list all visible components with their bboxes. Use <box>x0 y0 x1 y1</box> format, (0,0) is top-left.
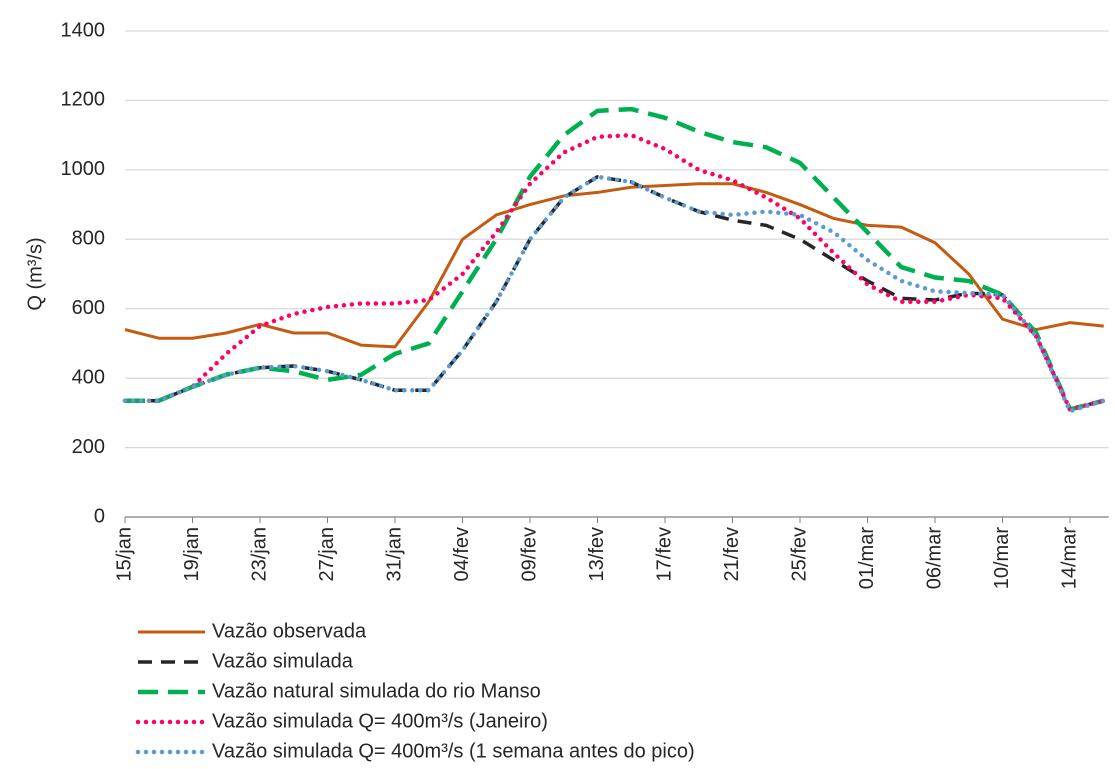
x-tick-label: 31/jan <box>383 527 405 582</box>
x-tick-label: 14/mar <box>1058 527 1080 590</box>
legend-label: Vazão observada <box>212 620 367 642</box>
x-tick-label: 15/jan <box>113 527 135 582</box>
x-tick-label: 10/mar <box>991 527 1013 590</box>
legend-label: Vazão natural simulada do rio Manso <box>212 680 541 702</box>
y-tick-label: 1000 <box>61 158 106 180</box>
series-line <box>122 132 1106 412</box>
y-tick-label: 200 <box>72 436 105 458</box>
x-tick-label: 17/fev <box>653 527 675 581</box>
y-axis-label: Q (m³/s) <box>24 237 46 310</box>
series-line <box>125 106 1105 412</box>
x-tick-label: 04/fev <box>451 527 473 581</box>
series-line <box>124 182 1104 349</box>
legend-label: Vazão simulada Q= 400m³/s (Janeiro) <box>212 710 548 732</box>
y-tick-label: 600 <box>72 297 105 319</box>
x-tick-label: 21/fev <box>721 527 743 581</box>
x-tick-label: 13/fev <box>586 527 608 581</box>
x-tick-label: 19/jan <box>181 527 203 582</box>
x-tick-label: 27/jan <box>316 527 338 582</box>
y-tick-label: 0 <box>94 505 105 527</box>
series-line <box>122 174 1106 414</box>
y-tick-label: 800 <box>72 228 105 250</box>
y-tick-label: 1200 <box>61 89 106 111</box>
x-tick-label: 09/fev <box>518 527 540 581</box>
legend-label: Vazão simulada <box>212 650 354 672</box>
x-tick-label: 01/mar <box>856 527 878 590</box>
legend-label: Vazão simulada Q= 400m³/s (1 semana ante… <box>212 740 695 762</box>
x-tick-label: 06/mar <box>923 527 945 590</box>
x-tick-label: 23/jan <box>248 527 270 582</box>
x-tick-label: 25/fev <box>788 527 810 581</box>
y-tick-label: 1400 <box>61 19 106 41</box>
y-tick-label: 400 <box>72 366 105 388</box>
